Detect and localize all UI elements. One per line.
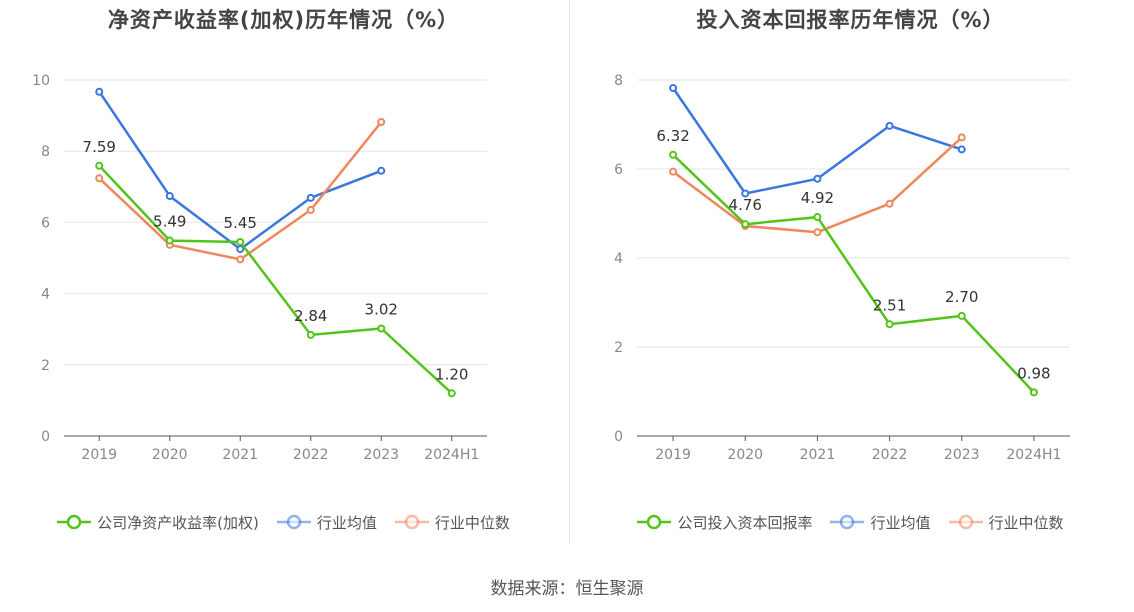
roe-series-point-1 xyxy=(236,245,245,254)
roic-series-point-1 xyxy=(885,121,894,130)
roe-data-label: 5.45 xyxy=(224,214,257,232)
legend-swatch-icon xyxy=(948,514,983,530)
x-tick-label: 2020 xyxy=(152,447,188,463)
roic-chart-legend: 公司投入资本回报率 行业均值 行业中位数 xyxy=(567,510,1134,534)
roe-series-point-2 xyxy=(377,118,386,127)
roic-chart-title: 投入资本回报率历年情况（%） xyxy=(696,8,1005,32)
roe-series-point-0 xyxy=(236,237,245,246)
legend-item[interactable]: 公司净资产收益率(加权) xyxy=(57,512,259,533)
roe-series-point-0 xyxy=(377,324,386,333)
roic-series-point-0 xyxy=(1029,388,1038,397)
roic-data-label: 4.92 xyxy=(801,189,834,207)
roic-series-point-0 xyxy=(741,220,750,229)
roe-series-point-2 xyxy=(95,174,104,183)
x-tick-label: 2022 xyxy=(293,447,329,463)
legend-label: 公司净资产收益率(加权) xyxy=(97,513,259,532)
roe-chart-plot: 0 2 4 6 8 10 2019 2020 2021 2022 2023 2024H1 7.59 5.4… xyxy=(32,73,487,463)
y-tick-label: 8 xyxy=(41,144,50,160)
x-tick-label: 2020 xyxy=(727,447,763,463)
roic-series-point-1 xyxy=(813,174,822,183)
legend-label: 行业均值 xyxy=(870,513,931,532)
roe-series-point-1 xyxy=(95,87,104,96)
roe-series-point-1 xyxy=(377,166,386,175)
x-tick-label: 2024H1 xyxy=(1006,447,1061,463)
roic-data-label: 6.32 xyxy=(656,127,689,145)
x-tick-label: 2021 xyxy=(800,447,836,463)
roic-chart-plot: 0 2 4 6 8 2019 2020 2021 2022 2023 2024H1 6.32 4.76 4… xyxy=(614,73,1070,463)
data-source-note: 数据来源：恒生聚源 xyxy=(490,579,644,599)
y-tick-label: 8 xyxy=(614,73,623,89)
roe-series-point-2 xyxy=(306,205,315,214)
y-tick-label: 0 xyxy=(614,429,623,445)
roic-series-point-2 xyxy=(957,133,966,142)
roe-data-label: 5.49 xyxy=(153,213,186,231)
roic-series-point-1 xyxy=(957,145,966,154)
roe-data-label: 2.84 xyxy=(294,307,327,325)
roe-data-label: 1.20 xyxy=(435,365,468,383)
x-tick-label: 2021 xyxy=(222,447,258,463)
x-tick-label: 2019 xyxy=(655,447,691,463)
legend-label: 行业中位数 xyxy=(434,513,510,532)
roe-chart-panel: 净资产收益率(加权)历年情况（%） 0 2 4 6 8 10 2019 2020 2021 202… xyxy=(0,0,567,560)
x-tick-label: 2022 xyxy=(872,447,908,463)
roic-series-line-0 xyxy=(672,153,1035,394)
y-tick-label: 2 xyxy=(614,340,623,356)
roic-data-label: 4.76 xyxy=(729,196,762,214)
roic-data-label: 2.51 xyxy=(873,296,906,314)
roe-series-point-0 xyxy=(165,236,174,245)
panel-divider xyxy=(569,0,570,545)
roe-series-point-2 xyxy=(236,255,245,264)
legend-item[interactable]: 行业中位数 xyxy=(948,512,1064,533)
legend-item[interactable]: 行业均值 xyxy=(830,512,931,533)
roic-chart-panel: 投入资本回报率历年情况（%） 0 2 4 6 8 2019 2020 2021 2022 2023… xyxy=(567,0,1134,560)
legend-swatch-icon xyxy=(637,514,672,530)
roic-series-point-2 xyxy=(813,228,822,237)
roic-data-label: 0.98 xyxy=(1017,364,1050,382)
roe-chart-title: 净资产收益率(加权)历年情况（%） xyxy=(107,8,460,32)
legend-swatch-icon xyxy=(276,514,311,530)
legend-swatch-icon xyxy=(57,514,92,530)
roe-series-point-1 xyxy=(306,193,315,202)
roic-series-point-1 xyxy=(741,189,750,198)
legend-label: 公司投入资本回报率 xyxy=(677,513,813,532)
legend-item[interactable]: 行业均值 xyxy=(276,512,377,533)
y-tick-label: 0 xyxy=(41,429,50,445)
legend-label: 行业均值 xyxy=(316,513,377,532)
y-tick-label: 6 xyxy=(41,215,50,231)
x-tick-label: 2023 xyxy=(944,447,980,463)
roe-series-point-1 xyxy=(165,192,174,201)
roe-series-point-0 xyxy=(447,389,456,398)
roe-series-point-0 xyxy=(306,330,315,339)
roic-series-point-1 xyxy=(669,84,678,93)
roe-data-label: 3.02 xyxy=(365,300,398,318)
y-tick-label: 4 xyxy=(614,251,623,267)
roe-series-point-0 xyxy=(95,161,104,170)
roe-chart-legend: 公司净资产收益率(加权) 行业均值 行业中位数 xyxy=(0,510,567,534)
x-tick-label: 2019 xyxy=(81,447,117,463)
x-tick-label: 2024H1 xyxy=(424,447,479,463)
roic-series-point-2 xyxy=(669,167,678,176)
y-tick-label: 6 xyxy=(614,162,623,178)
roic-series-point-0 xyxy=(669,150,678,159)
legend-item[interactable]: 公司投入资本回报率 xyxy=(637,512,812,533)
legend-label: 行业中位数 xyxy=(988,513,1064,532)
roic-series-point-0 xyxy=(957,311,966,320)
y-tick-label: 10 xyxy=(32,73,50,89)
roe-data-label: 7.59 xyxy=(83,138,116,156)
roic-series-point-2 xyxy=(885,199,894,208)
roe-series-line-0 xyxy=(98,164,453,395)
x-tick-label: 2023 xyxy=(363,447,399,463)
roic-series-point-0 xyxy=(813,213,822,222)
y-tick-label: 4 xyxy=(41,287,50,303)
legend-swatch-icon xyxy=(830,514,865,530)
roic-series-point-0 xyxy=(885,320,894,329)
legend-item[interactable]: 行业中位数 xyxy=(394,512,510,533)
y-tick-label: 2 xyxy=(41,358,50,374)
roic-data-label: 2.70 xyxy=(945,288,978,306)
legend-swatch-icon xyxy=(394,514,429,530)
